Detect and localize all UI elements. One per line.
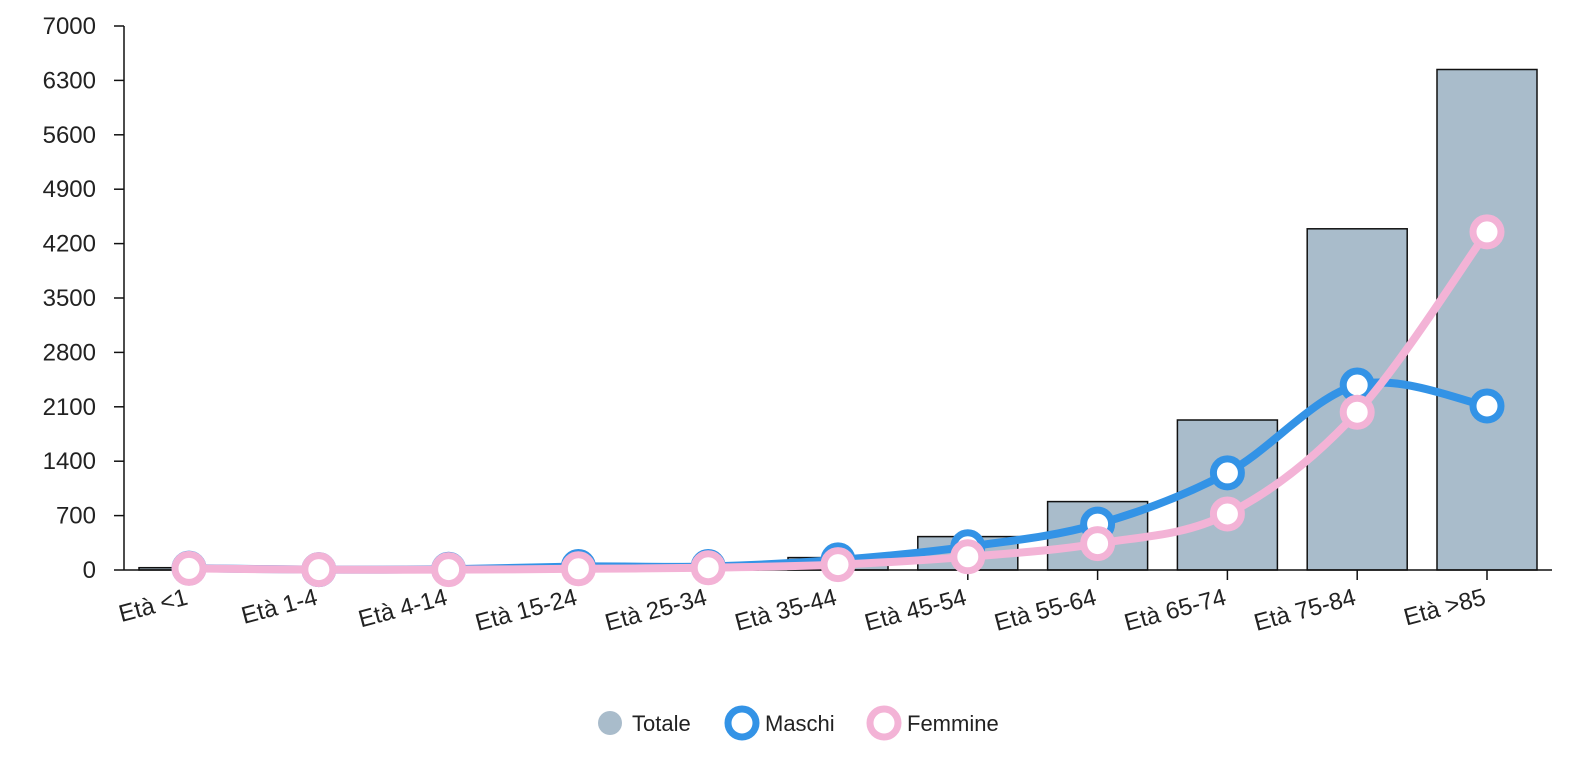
point-femmine-5[interactable] — [820, 547, 856, 583]
x-tick-label-1: Età 1-4 — [239, 584, 321, 630]
y-tick-label-0: 0 — [83, 557, 96, 584]
legend-label-totale[interactable]: Totale — [632, 711, 691, 736]
x-tick-label-6: Età 45-54 — [862, 584, 970, 637]
y-tick-label-4: 2800 — [43, 339, 96, 366]
y-tick-label-3: 2100 — [43, 394, 96, 421]
point-femmine-0[interactable] — [171, 550, 207, 586]
point-femmine-2[interactable] — [431, 552, 467, 588]
x-tick-label-7: Età 55-64 — [992, 584, 1100, 637]
y-tick-label-10: 7000 — [43, 13, 96, 40]
x-tick-label-4: Età 25-34 — [602, 584, 710, 637]
x-tick-label-8: Età 65-74 — [1121, 584, 1229, 637]
legend-swatch-totale[interactable] — [598, 711, 622, 735]
y-tick-label-2: 1400 — [43, 448, 96, 475]
point-maschi-8[interactable] — [1209, 455, 1245, 491]
point-femmine-6[interactable] — [950, 539, 986, 575]
point-femmine-1[interactable] — [301, 552, 337, 588]
point-femmine-8[interactable] — [1209, 496, 1245, 532]
bars-group — [138, 68, 1538, 571]
y-tick-label-5: 3500 — [43, 285, 96, 312]
x-tick-label-10: Età >85 — [1401, 584, 1489, 632]
legend-swatch-femmine[interactable] — [866, 705, 902, 741]
y-tick-label-7: 4900 — [43, 176, 96, 203]
point-femmine-3[interactable] — [560, 551, 596, 587]
legend-label-femmine[interactable]: Femmine — [907, 711, 999, 736]
x-tick-label-5: Età 35-44 — [732, 584, 840, 637]
y-tick-label-1: 700 — [56, 503, 96, 530]
x-tick-label-0: Età <1 — [116, 584, 191, 628]
line-femmine — [185, 227, 1491, 574]
lines-group — [171, 214, 1505, 588]
legend-swatch-maschi[interactable] — [724, 705, 760, 741]
x-tick-label-3: Età 15-24 — [472, 584, 580, 637]
bar-10[interactable] — [1436, 68, 1538, 571]
point-femmine-7[interactable] — [1080, 526, 1116, 562]
y-tick-label-9: 6300 — [43, 67, 96, 94]
y-tick-label-8: 5600 — [43, 122, 96, 149]
legend-label-maschi[interactable]: Maschi — [765, 711, 835, 736]
x-tick-label-2: Età 4-14 — [356, 584, 451, 634]
y-tick-label-6: 4200 — [43, 231, 96, 258]
point-maschi-10[interactable] — [1469, 388, 1505, 424]
legend: Totale Maschi Femmine — [598, 705, 999, 741]
point-femmine-4[interactable] — [690, 550, 726, 586]
point-femmine-9[interactable] — [1339, 394, 1375, 430]
x-tick-label-9: Età 75-84 — [1251, 584, 1359, 637]
point-femmine-10[interactable] — [1469, 214, 1505, 250]
